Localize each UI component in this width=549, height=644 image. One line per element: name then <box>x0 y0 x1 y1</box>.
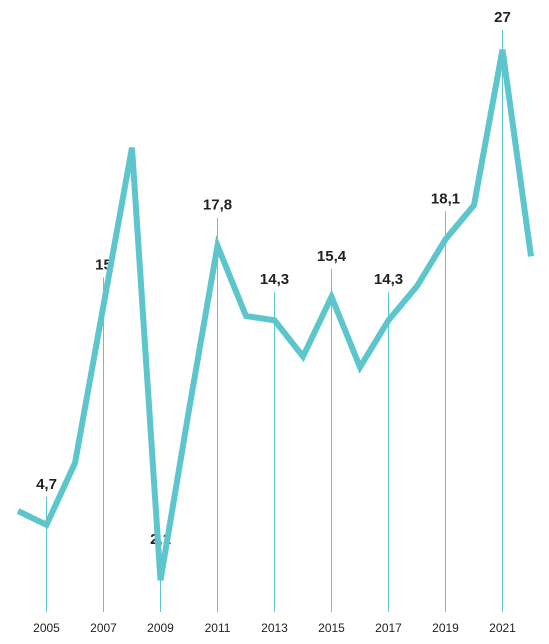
value-label: 4,7 <box>36 476 57 493</box>
x-tick-label: 2021 <box>489 621 516 635</box>
x-tick-label: 2009 <box>147 621 174 635</box>
x-tick-label: 2011 <box>205 621 231 635</box>
value-label: 15,4 <box>317 248 347 265</box>
x-tick-label: 2005 <box>33 621 60 635</box>
value-label: 18,1 <box>431 190 460 207</box>
x-tick-label: 2015 <box>318 621 345 635</box>
x-tick-label: 2017 <box>375 621 402 635</box>
value-label: 14,3 <box>260 271 289 288</box>
x-tick-label: 2013 <box>261 621 288 635</box>
x-tick-label: 2007 <box>90 621 117 635</box>
data-line <box>16 49 534 581</box>
value-label: 27 <box>494 9 511 26</box>
x-tick-label: 2019 <box>432 621 459 635</box>
value-label: 14,3 <box>374 271 403 288</box>
value-label: 17,8 <box>203 197 232 214</box>
